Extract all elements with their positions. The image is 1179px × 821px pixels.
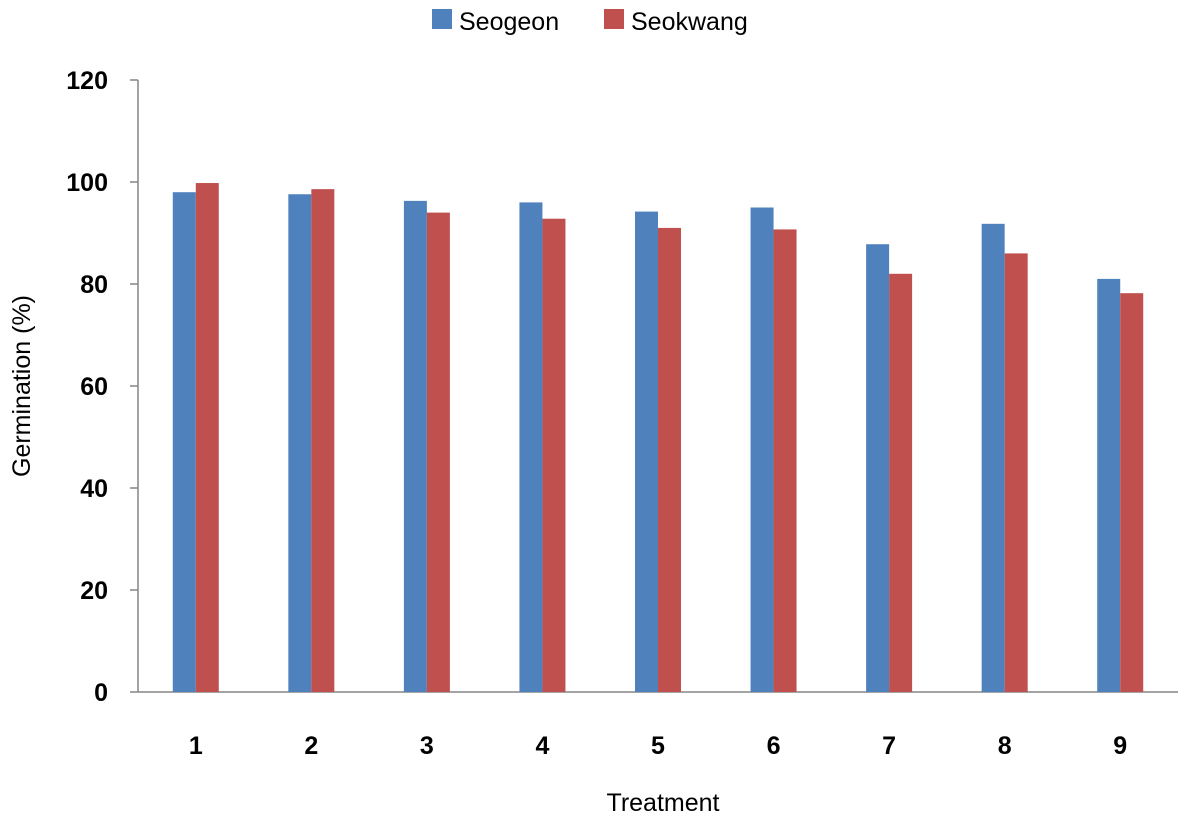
y-tick-label: 40 xyxy=(80,475,108,503)
bar-seogeon-9 xyxy=(1097,278,1121,692)
bar-seokwang-5 xyxy=(658,227,681,692)
y-tick-label: 80 xyxy=(80,271,108,299)
legend-label-seokwang: Seokwang xyxy=(631,8,748,36)
bar-seokwang-9 xyxy=(1120,293,1144,692)
x-tick-label: 4 xyxy=(535,732,549,760)
bar-seokwang-7 xyxy=(889,273,913,692)
x-tick-label: 2 xyxy=(304,732,318,760)
bar-seokwang-8 xyxy=(1004,253,1028,692)
legend-swatch-seokwang xyxy=(604,9,624,29)
bar-seogeon-1 xyxy=(172,192,196,692)
bar-seokwang-3 xyxy=(426,212,450,692)
bar-seokwang-2 xyxy=(311,189,335,692)
bar-seogeon-4 xyxy=(519,202,543,692)
bar-seogeon-5 xyxy=(635,211,658,692)
x-axis-ticks: 1 2 3 4 5 6 7 8 9 xyxy=(189,732,1127,760)
bars xyxy=(172,183,1144,693)
y-tick-label: 100 xyxy=(66,169,108,197)
y-tick-label: 0 xyxy=(94,679,108,707)
legend-swatch-seogeon xyxy=(432,9,452,29)
bar-seogeon-7 xyxy=(866,244,890,692)
legend: Seogeon Seokwang xyxy=(432,8,748,36)
x-tick-label: 9 xyxy=(1113,732,1127,760)
bar-seokwang-6 xyxy=(773,229,797,692)
y-axis-ticks: 0 20 40 60 80 100 120 xyxy=(66,67,138,707)
bar-seogeon-6 xyxy=(750,207,774,692)
legend-label-seogeon: Seogeon xyxy=(459,8,559,36)
x-tick-label: 1 xyxy=(189,732,203,760)
y-tick-label: 20 xyxy=(80,577,108,605)
x-tick-label: 7 xyxy=(882,732,896,760)
bar-seogeon-3 xyxy=(403,200,427,692)
x-tick-label: 3 xyxy=(420,732,434,760)
y-tick-label: 120 xyxy=(66,67,108,95)
bar-seogeon-8 xyxy=(981,223,1005,692)
bar-seokwang-4 xyxy=(542,218,566,692)
bar-seogeon-2 xyxy=(288,194,312,693)
x-tick-label: 8 xyxy=(998,732,1012,760)
y-axis-title: Germination (%) xyxy=(8,295,36,477)
bar-seokwang-1 xyxy=(195,183,219,692)
x-tick-label: 6 xyxy=(767,732,781,760)
y-tick-label: 60 xyxy=(80,373,108,401)
x-tick-label: 5 xyxy=(651,732,665,760)
x-axis-title: Treatment xyxy=(606,789,719,816)
